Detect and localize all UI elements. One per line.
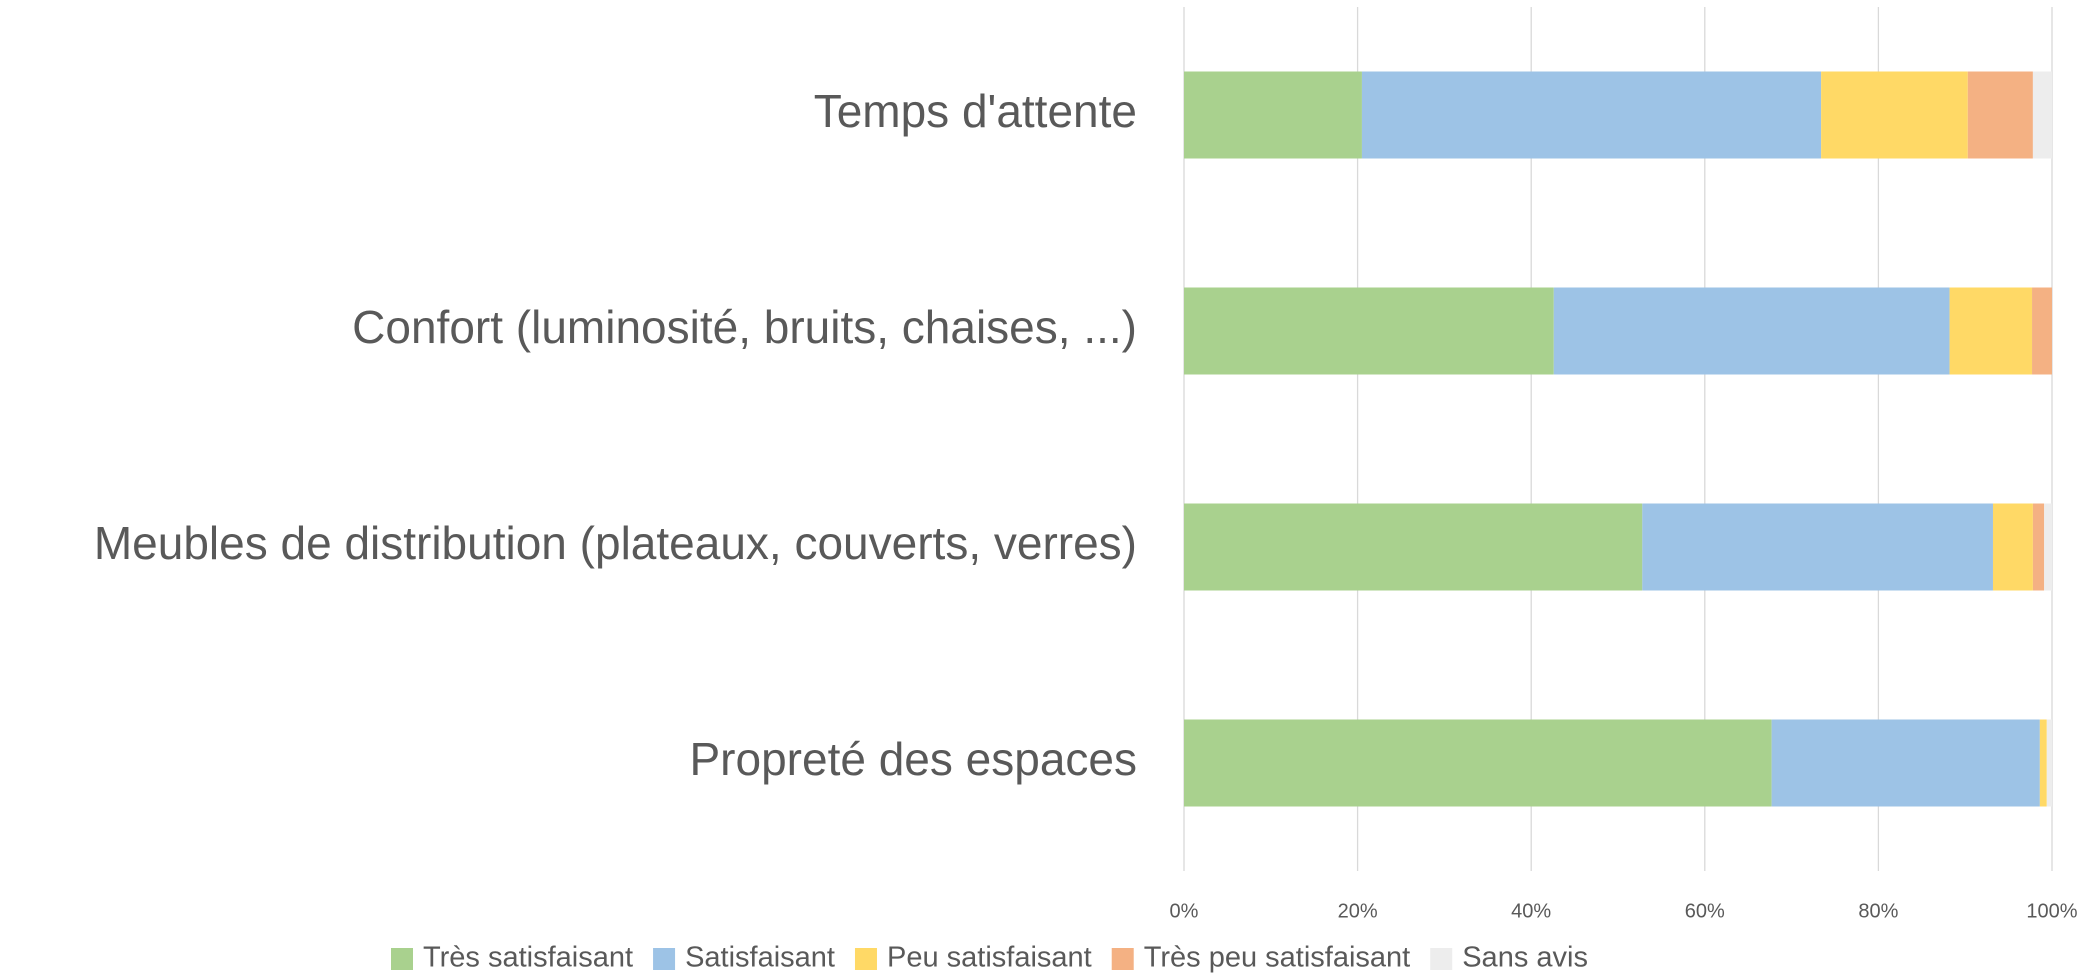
bar-segment [1184,71,1362,159]
x-tick-label: 100% [2026,900,2077,922]
legend-label: Sans avis [1462,942,1588,974]
x-tick-label: 40% [1511,900,1551,922]
bar-segment [1949,287,2033,375]
bar-segment [1992,503,2033,591]
bar-segment [2032,503,2045,591]
category-label: Propreté des espaces [690,733,1138,785]
bar-segment [1553,287,1950,375]
x-tick-label: 60% [1685,900,1725,922]
bar-segment [2046,719,2052,807]
bar-segment [2032,287,2052,375]
x-tick-label: 0% [1170,900,1199,922]
legend-label: Satisfaisant [685,942,835,974]
legend-label: Peu satisfaisant [887,942,1092,974]
legend-swatch [854,948,877,970]
bar-segment [2039,719,2047,807]
x-tick-label: 80% [1858,900,1898,922]
category-label: Meubles de distribution (plateaux, couve… [94,517,1137,569]
bar-segment [1771,719,2040,807]
bar-segment [1184,503,1643,591]
bar-segment [1642,503,1993,591]
bar-segment [2032,71,2052,159]
legend-label: Très peu satisfaisant [1144,942,1411,974]
legend-swatch [1111,948,1134,970]
x-tick-label: 20% [1338,900,1378,922]
category-label: Confort (luminosité, bruits, chaises, ..… [352,301,1137,353]
legend-swatch [391,948,413,970]
legend-swatch [653,948,676,970]
bar-segment [1184,287,1554,375]
bar-segment [1184,719,1772,807]
bar-segment [1361,71,1822,159]
legend-label: Très satisfaisant [423,942,633,974]
bar-segment [1821,71,1968,159]
bar-segment [2044,503,2052,591]
bar-segment [1967,71,2033,159]
legend-swatch [1430,948,1453,970]
category-label: Temps d'attente [814,85,1137,137]
